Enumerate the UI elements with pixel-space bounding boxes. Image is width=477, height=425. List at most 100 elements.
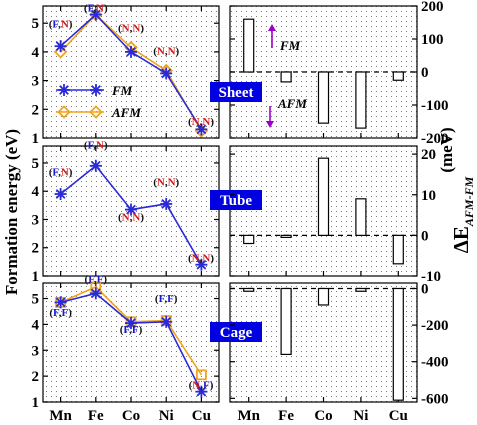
sheet-left-frame	[42, 5, 220, 139]
spin-annotation-part: N	[157, 176, 165, 188]
right-xtick-label: Mn	[237, 408, 260, 424]
spin-annotation-part: F	[88, 3, 95, 15]
cage-fm-point	[125, 317, 137, 330]
sheet-right-ytick-label: 100	[421, 32, 444, 48]
spin-annotation-part: )	[210, 116, 214, 128]
spin-annotation-part: ,	[200, 116, 203, 128]
sheet-delta-e-bar	[280, 71, 292, 83]
spin-annotation-part: ,	[164, 293, 167, 305]
spin-annotation-part: (	[49, 18, 53, 30]
spin-annotation-part: N	[157, 46, 165, 58]
sheet-spin-annotation: (N,N)	[153, 46, 179, 58]
spin-annotation-part: F	[52, 167, 59, 179]
tube-left-ytick-label: 4	[32, 184, 40, 200]
spin-annotation-part: )	[104, 3, 108, 15]
cage-fm-point	[89, 287, 102, 300]
cage-spin-annotation: (N,F)	[189, 380, 214, 392]
cage-afm-point	[195, 369, 207, 381]
spin-annotation-part: N	[168, 46, 176, 58]
spin-annotation-part: ,	[130, 212, 133, 224]
sheet-left-ytick-label: 1	[32, 131, 40, 147]
cage-right-ytick-label: 0	[421, 281, 429, 297]
right-xtick-label: Fe	[278, 408, 294, 424]
cage-left-ytick-label: 3	[32, 343, 40, 359]
spin-annotation-part: F	[61, 307, 68, 319]
left-xtick-label: Cu	[192, 408, 211, 424]
cage-spin-annotation: (F,F)	[155, 293, 178, 305]
sheet-delta-e-bar	[392, 71, 404, 81]
spin-annotation-part: )	[176, 46, 180, 58]
spin-annotation-part: ,	[58, 167, 61, 179]
sheet-delta-e-bar	[355, 71, 367, 129]
tube-left-ytick-label: 3	[32, 212, 40, 228]
spin-annotation-part: ,	[93, 3, 96, 15]
spin-annotation-part: (	[189, 380, 193, 392]
sheet-fm-point	[195, 123, 208, 136]
sheet-spin-annotation: (N,N)	[188, 116, 214, 128]
left-xtick-label: Ni	[159, 408, 174, 424]
spin-annotation-part: F	[203, 380, 210, 392]
tube-spin-annotation: (F,N)	[84, 140, 108, 152]
spin-annotation-part: (	[49, 307, 53, 319]
cage-left-frame	[42, 282, 220, 403]
left-y-axis-title: Formation energy (eV)	[2, 129, 21, 295]
spin-annotation-part: (	[85, 274, 89, 286]
sheet-fm-point	[160, 67, 173, 80]
right-xtick-label: Cu	[389, 408, 408, 424]
spin-annotation-part: N	[132, 212, 140, 224]
tube-left-ytick-label: 5	[32, 156, 40, 172]
spin-annotation-part: F	[88, 274, 95, 286]
cage-fm-point	[160, 315, 173, 328]
spin-annotation-part: (	[118, 212, 122, 224]
spin-annotation-part: ,	[200, 253, 203, 265]
spin-annotation-part: F	[52, 18, 59, 30]
spin-annotation-part: ,	[130, 23, 133, 35]
spin-annotation-part: (	[84, 140, 88, 152]
legend-afm-marker	[57, 105, 71, 119]
spin-annotation-part: (	[118, 23, 122, 35]
spin-annotation-part: (	[84, 3, 88, 15]
sheet-spin-annotation: (F,N)	[84, 3, 108, 15]
sheet-left-ytick-label: 5	[32, 16, 40, 32]
spin-annotation-part: ,	[165, 46, 168, 58]
sheet-fm-point	[89, 8, 102, 21]
panel-label-sheet: Sheet	[219, 85, 254, 101]
spin-annotation-part: (	[188, 116, 192, 128]
cage-left-ytick-label: 5	[32, 292, 40, 308]
right-xtick-label: Co	[314, 408, 332, 424]
spin-annotation-part: N	[96, 140, 104, 152]
spin-annotation-part: N	[96, 3, 104, 15]
spin-annotation-part: ,	[93, 140, 96, 152]
spin-annotation-part: N	[132, 23, 140, 35]
spin-annotation-part: )	[68, 307, 72, 319]
cage-spin-annotation: (F,F)	[85, 274, 108, 286]
fm-arrow-head	[268, 24, 276, 31]
fm-region-label: FM	[279, 38, 301, 53]
cage-left-ytick-label: 4	[32, 317, 40, 333]
spin-annotation-part: )	[176, 176, 180, 188]
tube-fm-point	[160, 197, 173, 210]
spin-annotation-part: )	[210, 253, 214, 265]
sheet-left-ytick-label: 3	[32, 74, 40, 90]
spin-annotation-part: F	[53, 307, 60, 319]
sheet-right-ytick-label: 200	[421, 0, 444, 15]
left-xtick-label: Co	[122, 408, 140, 424]
left-xtick-label: Mn	[49, 408, 72, 424]
sheet-right-ytick-label: 0	[421, 65, 429, 81]
spin-annotation-part: F	[97, 274, 104, 286]
spin-annotation-part: )	[103, 274, 107, 286]
spin-annotation-part: N	[192, 253, 200, 265]
sheet-right-ytick-label: -200	[421, 131, 449, 147]
cage-delta-e-bar	[317, 287, 330, 306]
spin-annotation-part: N	[202, 116, 210, 128]
spin-annotation-part: N	[192, 116, 200, 128]
chart-marks	[43, 5, 417, 403]
sheet-left-ytick-label: 4	[32, 45, 40, 61]
cage-delta-e-bar	[392, 287, 404, 401]
cage-left-ytick-label: 1	[32, 395, 40, 411]
tube-delta-e-bar	[355, 198, 367, 236]
spin-annotation-part: (	[188, 253, 192, 265]
panel-label-tube: Tube	[220, 193, 252, 209]
